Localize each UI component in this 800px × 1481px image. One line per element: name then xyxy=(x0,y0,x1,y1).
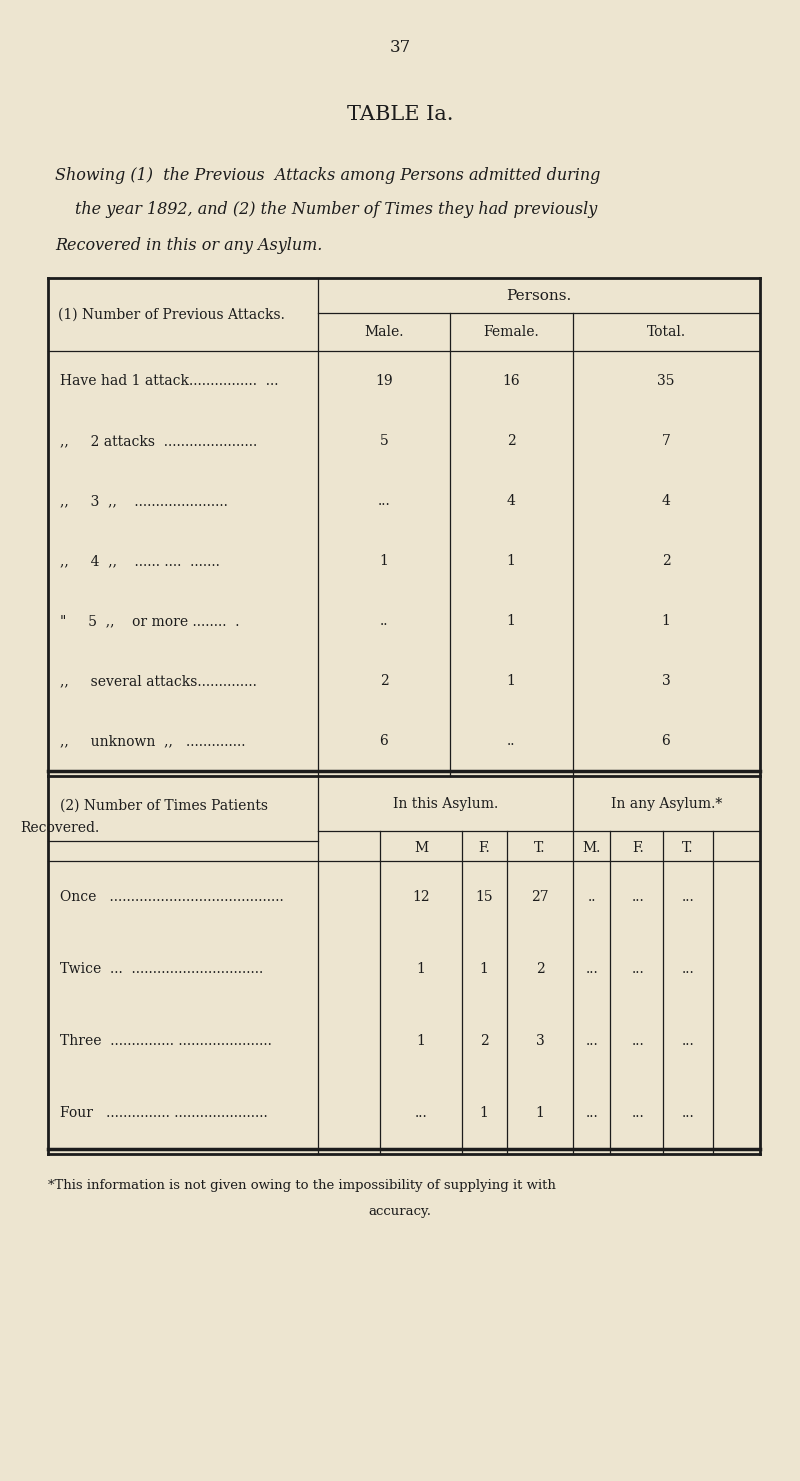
Text: 7: 7 xyxy=(662,434,670,447)
Text: ...: ... xyxy=(682,1106,694,1120)
Text: Male.: Male. xyxy=(364,324,404,339)
Text: 1: 1 xyxy=(506,674,515,689)
Text: 6: 6 xyxy=(662,735,670,748)
Text: F.: F. xyxy=(632,841,644,855)
Text: ...: ... xyxy=(378,495,390,508)
Text: the year 1892, and (2) the Number of Times they had previously: the year 1892, and (2) the Number of Tim… xyxy=(75,201,598,219)
Text: M.: M. xyxy=(583,841,601,855)
Text: ...: ... xyxy=(682,1034,694,1049)
Text: ...: ... xyxy=(586,963,598,976)
Text: 15: 15 xyxy=(475,890,493,903)
Text: 2: 2 xyxy=(380,674,388,689)
Text: ...: ... xyxy=(682,890,694,903)
Text: M: M xyxy=(414,841,428,855)
Text: 19: 19 xyxy=(375,375,393,388)
Text: Persons.: Persons. xyxy=(506,289,572,302)
Text: Female.: Female. xyxy=(483,324,539,339)
Text: 1: 1 xyxy=(417,1034,426,1049)
Text: (1) Number of Previous Attacks.: (1) Number of Previous Attacks. xyxy=(58,308,285,321)
Text: ..: .. xyxy=(588,890,596,903)
Text: Have had 1 attack................  ...: Have had 1 attack................ ... xyxy=(60,375,278,388)
Text: Three  ............... ......................: Three ............... ..................… xyxy=(60,1034,272,1049)
Text: Recovered.: Recovered. xyxy=(20,820,100,835)
Text: ...: ... xyxy=(682,963,694,976)
Text: ,,     4  ,,    ...... ....  .......: ,, 4 ,, ...... .... ....... xyxy=(60,554,220,569)
Text: Recovered in this or any Asylum.: Recovered in this or any Asylum. xyxy=(55,237,322,253)
Text: Four   ............... ......................: Four ............... ...................… xyxy=(60,1106,268,1120)
Text: 4: 4 xyxy=(506,495,515,508)
Text: 3: 3 xyxy=(662,674,670,689)
Text: ,,     several attacks..............: ,, several attacks.............. xyxy=(60,674,257,689)
Text: ...: ... xyxy=(632,890,644,903)
Text: TABLE Ia.: TABLE Ia. xyxy=(346,105,454,124)
Text: ...: ... xyxy=(632,1034,644,1049)
Text: *This information is not given owing to the impossibility of supplying it with: *This information is not given owing to … xyxy=(48,1179,556,1192)
Text: ..: .. xyxy=(380,615,388,628)
Text: 12: 12 xyxy=(412,890,430,903)
Text: 6: 6 xyxy=(380,735,388,748)
Text: accuracy.: accuracy. xyxy=(369,1206,431,1217)
Text: Once   .........................................: Once ...................................… xyxy=(60,890,284,903)
Text: ,,     unknown  ,,   ..............: ,, unknown ,, .............. xyxy=(60,735,246,748)
Text: 16: 16 xyxy=(502,375,520,388)
Text: 2: 2 xyxy=(662,554,670,569)
Text: T.: T. xyxy=(534,841,546,855)
Text: ...: ... xyxy=(632,963,644,976)
Text: 2: 2 xyxy=(536,963,544,976)
Text: 1: 1 xyxy=(506,554,515,569)
Text: 3: 3 xyxy=(536,1034,544,1049)
Text: ...: ... xyxy=(414,1106,427,1120)
Text: 2: 2 xyxy=(506,434,515,447)
Text: In any Asylum.*: In any Asylum.* xyxy=(611,797,722,812)
Text: 1: 1 xyxy=(662,615,670,628)
Text: (2) Number of Times Patients: (2) Number of Times Patients xyxy=(60,800,268,813)
Text: 1: 1 xyxy=(379,554,389,569)
Text: 5: 5 xyxy=(380,434,388,447)
Text: 1: 1 xyxy=(479,963,489,976)
Text: ,,     3  ,,    ......................: ,, 3 ,, ...................... xyxy=(60,495,228,508)
Text: 1: 1 xyxy=(506,615,515,628)
Text: 1: 1 xyxy=(535,1106,545,1120)
Text: ...: ... xyxy=(632,1106,644,1120)
Text: F.: F. xyxy=(478,841,490,855)
Text: 1: 1 xyxy=(417,963,426,976)
Text: ...: ... xyxy=(586,1106,598,1120)
Text: 2: 2 xyxy=(480,1034,488,1049)
Text: 4: 4 xyxy=(662,495,670,508)
Text: Showing (1)  the Previous  Attacks among Persons admitted during: Showing (1) the Previous Attacks among P… xyxy=(55,166,600,184)
Text: In this Asylum.: In this Asylum. xyxy=(393,797,498,812)
Text: 27: 27 xyxy=(531,890,549,903)
Text: ...: ... xyxy=(586,1034,598,1049)
Text: ..: .. xyxy=(506,735,515,748)
Text: Twice  ...  ...............................: Twice ... ..............................… xyxy=(60,963,263,976)
Text: 35: 35 xyxy=(658,375,674,388)
Text: Total.: Total. xyxy=(646,324,686,339)
Text: 1: 1 xyxy=(479,1106,489,1120)
Text: "     5  ,,    or more ........  .: " 5 ,, or more ........ . xyxy=(60,615,239,628)
Text: 37: 37 xyxy=(390,40,410,56)
Text: ,,     2 attacks  ......................: ,, 2 attacks ...................... xyxy=(60,434,258,447)
Text: T.: T. xyxy=(682,841,694,855)
